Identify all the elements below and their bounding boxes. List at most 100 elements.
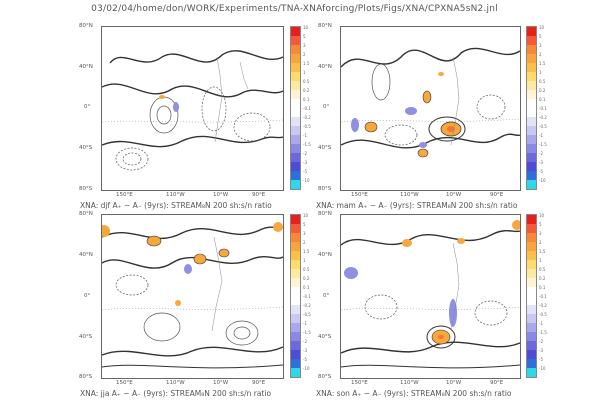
colorbar-tick-label: 1.5 [539,249,546,254]
colorbar-swatch [291,251,300,260]
colorbar-swatch [527,251,536,260]
colorbar-swatch [291,260,300,269]
colorbar-tick-label: -3 [303,160,307,165]
colorbar-tick-label: -10 [539,366,546,371]
colorbar-tick-label: 5 [539,34,542,39]
colorbar-tick-label: -1 [539,133,543,138]
colorbar-swatch [527,171,536,180]
colorbar-swatch [291,323,300,332]
colorbar-swatch [527,224,536,233]
colorbar-tick-label: -1 [303,133,307,138]
colorbar-tick-label: 0.2 [539,276,546,281]
panel-caption: XNA: son A₊ − A₋ (9yrs): STREAM₈N 200 sh… [316,389,512,398]
colorbar-swatch [527,341,536,350]
lon-label: 150°E [116,380,133,386]
colorbar-tick-label: 10 [539,213,545,218]
contour-map-son [341,220,520,369]
lon-label: 10°W [446,380,462,386]
colorbar-tick-label: -1 [303,321,307,326]
colorbar-swatch [527,54,536,63]
colorbar-tick-label: 5 [303,34,306,39]
map-jja [101,214,284,379]
colorbar-swatch [291,269,300,278]
lat-label: 40°N [79,252,93,258]
colorbar-tick-label: 1.5 [539,61,546,66]
colorbar-swatch [291,332,300,341]
colorbar-son [526,214,537,378]
colorbar-swatch [291,162,300,171]
colorbar-swatch [291,296,300,305]
colorbar-swatch [291,350,300,359]
colorbar-swatch [527,233,536,242]
colorbar-tick-label: -3 [303,348,307,353]
lat-label: 80°N [318,211,332,217]
colorbar-tick-label: 2 [303,240,306,245]
lon-label: 110°W [166,380,185,386]
lat-label: 40°N [318,64,332,70]
colorbar-tick-label: 1 [539,70,542,75]
colorbar-swatch [527,126,536,135]
colorbar-swatch [291,224,300,233]
colorbar-tick-label: 0.1 [539,97,546,102]
lat-label: 40°S [79,145,93,151]
map-mam [340,26,521,191]
lat-label: 0° [84,104,91,110]
colorbar-swatch [527,99,536,108]
colorbar-swatch [527,72,536,81]
colorbar-swatch [527,278,536,287]
colorbar-swatch [527,45,536,54]
colorbar-swatch [527,135,536,144]
colorbar-swatch [291,180,300,189]
contour-map-mam [341,47,520,158]
colorbar-swatch [527,215,536,224]
colorbar-swatch [291,99,300,108]
lon-label: 90°E [252,380,266,386]
colorbar-tick-label: -2 [303,339,307,344]
colorbar-tick-label: 0.2 [539,88,546,93]
colorbar-swatch [291,341,300,350]
lat-label: 40°N [318,252,332,258]
colorbar-swatch [291,215,300,224]
figure-header: 03/02/04/home/don/WORK/Experiments/TNA-X… [91,4,498,14]
panel-caption: XNA: mam A₊ − A₋ (9yrs): STREAM₈N 200 sh… [316,201,518,210]
colorbar-tick-label: 0.5 [539,79,546,84]
lat-label: 40°N [79,64,93,70]
colorbar-mam [526,26,537,190]
colorbar-tick-label: -0.1 [539,294,547,299]
contour-map-jja [102,222,283,369]
contour-map-djf [102,50,283,171]
lon-label: 150°E [351,192,368,198]
colorbar-swatch [527,90,536,99]
colorbar-tick-label: -1 [539,321,543,326]
lon-label: 10°W [213,380,229,386]
colorbar-swatch [291,90,300,99]
colorbar-tick-label: -10 [539,178,546,183]
colorbar-swatch [291,45,300,54]
colorbar-swatch [291,144,300,153]
colorbar-tick-label: -5 [539,357,543,362]
colorbar-tick-label: -5 [303,357,307,362]
colorbar-swatch [291,108,300,117]
colorbar-tick-label: -2 [303,151,307,156]
colorbar-swatch [291,287,300,296]
lat-label: 80°S [79,374,93,380]
colorbar-swatch [291,135,300,144]
colorbar-swatch [527,180,536,189]
colorbar-tick-label: -1.5 [303,330,311,335]
colorbar-tick-label: 1 [539,258,542,263]
map-son [340,214,521,379]
lat-label: 80°N [318,23,332,29]
colorbar-tick-label: -0.5 [539,124,547,129]
colorbar-swatch [527,314,536,323]
colorbar-swatch [527,296,536,305]
colorbar-swatch [527,81,536,90]
colorbar-swatch [527,359,536,368]
lon-label: 90°E [252,192,266,198]
colorbar-swatch [527,117,536,126]
colorbar-tick-label: 10 [539,25,545,30]
colorbar-tick-label: 3 [539,43,542,48]
colorbar-tick-label: -0.2 [539,303,547,308]
panel-caption: XNA: djf A₊ − A₋ (9yrs): STREAM₈N 200 sh… [80,201,272,210]
colorbar-djf [290,26,301,190]
colorbar-tick-label: 1.5 [303,249,310,254]
